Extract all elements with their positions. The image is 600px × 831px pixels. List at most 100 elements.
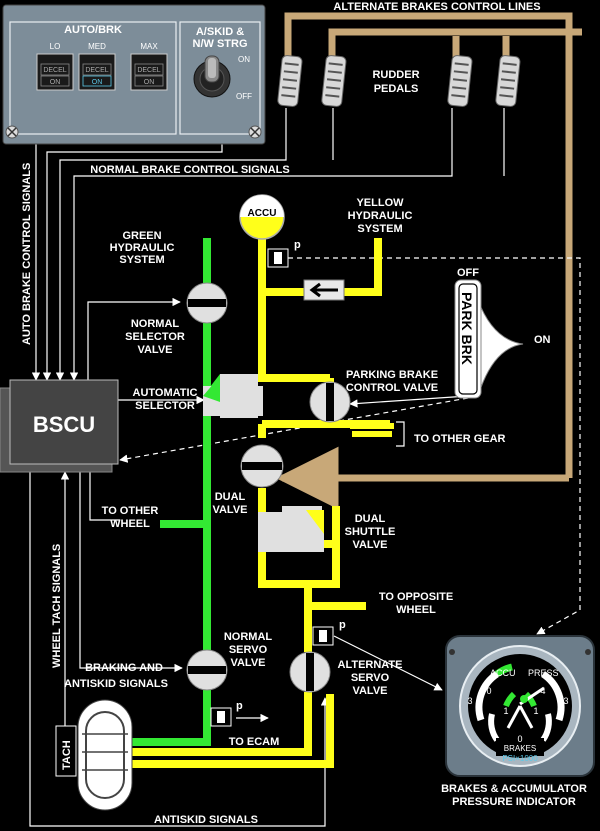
pressure-transducer-1 bbox=[267, 248, 289, 268]
alternate-servo-label-3: VALVE bbox=[352, 685, 387, 697]
antiskid-signals-label: ANTISKID SIGNALS bbox=[154, 814, 258, 826]
normal-servo-label-1: NORMAL bbox=[224, 631, 273, 643]
gauge-scale-3-left: 3 bbox=[467, 696, 472, 706]
green-hyd-label-3: SYSTEM bbox=[119, 254, 164, 266]
alternate-servo-label-1: ALTERNATE bbox=[338, 659, 403, 671]
dual-shuttle-label-2: SHUTTLE bbox=[345, 526, 396, 538]
gauge-accu-label: ACCU bbox=[490, 668, 516, 678]
askid-title-1: A/SKID & bbox=[196, 26, 244, 38]
parking-brake-valve bbox=[309, 381, 351, 423]
gauge-units-label: PSI×1000 bbox=[502, 754, 538, 763]
rudder-pedals-label-2: PEDALS bbox=[374, 83, 419, 95]
lo-label: LO bbox=[50, 42, 61, 51]
wheel-tach-signals-label: WHEEL TACH SIGNALS bbox=[51, 544, 63, 668]
gauge-scale-1-right: 1 bbox=[533, 706, 538, 716]
indicator-caption-1: BRAKES & ACCUMULATOR bbox=[441, 783, 587, 795]
lo-on-text: ON bbox=[50, 79, 61, 86]
pressure-dashed-line bbox=[288, 257, 581, 635]
pressure-transducer-3 bbox=[210, 707, 232, 727]
gauge-scale-0: 0 bbox=[486, 686, 491, 696]
alt-brakes-lines-label: ALTERNATE BRAKES CONTROL LINES bbox=[333, 1, 540, 13]
lo-decel-text: DECEL bbox=[43, 67, 66, 74]
max-button[interactable] bbox=[130, 53, 168, 91]
pressure-p-2: p bbox=[339, 619, 346, 631]
parking-valve-label-2: CONTROL VALVE bbox=[346, 382, 438, 394]
med-on-text: ON bbox=[92, 79, 103, 86]
braking-antiskid-label-2: ANTISKID SIGNALS bbox=[64, 678, 168, 690]
indicator-caption-2: PRESSURE INDICATOR bbox=[452, 796, 576, 808]
auto-selector-green-wedge bbox=[203, 376, 220, 402]
gauge-scale-3-right: 3 bbox=[563, 696, 568, 706]
accu-label: ACCU bbox=[248, 208, 277, 219]
pressure-p-3: p bbox=[236, 700, 243, 712]
signal-wires bbox=[29, 108, 505, 827]
to-opposite-wheel-label-2: WHEEL bbox=[396, 604, 436, 616]
switch-off-label: OFF bbox=[236, 92, 252, 101]
park-dashed-line bbox=[119, 397, 469, 463]
green-hyd-label-1: GREEN bbox=[122, 230, 161, 242]
med-button[interactable] bbox=[78, 53, 116, 91]
automatic-selector-label-1: AUTOMATIC bbox=[133, 387, 198, 399]
dual-shuttle-label-1: DUAL bbox=[355, 513, 386, 525]
tach-sensor bbox=[55, 725, 77, 777]
tach-label: TACH bbox=[61, 740, 73, 770]
pressure-transducer-2 bbox=[312, 626, 334, 646]
yellow-hyd-label-3: SYSTEM bbox=[357, 223, 402, 235]
park-brk-handle[interactable] bbox=[454, 279, 524, 399]
braking-antiskid-label-1: BRAKING AND bbox=[85, 662, 163, 674]
askid-title-2: N/W STRG bbox=[193, 38, 248, 50]
askid-switch[interactable] bbox=[193, 55, 231, 98]
autobrk-title: AUTO/BRK bbox=[64, 24, 122, 36]
accumulator bbox=[239, 194, 285, 240]
automatic-selector-label-2: SELECTOR bbox=[135, 400, 195, 412]
dual-shuttle-valve bbox=[258, 506, 324, 552]
dual-valve-label-2: VALVE bbox=[212, 504, 247, 516]
park-on-label: ON bbox=[534, 334, 551, 346]
gauge-scale-0-bottom: 0 bbox=[517, 734, 522, 744]
to-other-gear-label: TO OTHER GEAR bbox=[414, 433, 506, 445]
bscu-label: BSCU bbox=[33, 412, 95, 437]
park-off-label: OFF bbox=[457, 267, 479, 279]
yellow-hyd-label-1: YELLOW bbox=[356, 197, 404, 209]
bscu-unit bbox=[0, 379, 119, 473]
to-opposite-wheel-label-1: TO OPPOSITE bbox=[379, 591, 453, 603]
normal-servo-label-2: SERVO bbox=[229, 644, 268, 656]
check-valve-arrow-icon bbox=[309, 282, 338, 298]
med-decel-text: DECEL bbox=[85, 67, 108, 74]
park-brk-label: PARK BRK bbox=[459, 292, 475, 365]
max-decel-text: DECEL bbox=[137, 67, 160, 74]
gauge-press-label: PRESS bbox=[528, 668, 559, 678]
pressure-p-1: p bbox=[294, 239, 301, 251]
gauge-brakes-label: BRAKES bbox=[504, 744, 536, 753]
normal-selector-valve bbox=[186, 282, 228, 324]
pedal-left-1 bbox=[277, 55, 303, 107]
lo-button[interactable] bbox=[36, 53, 74, 91]
green-hyd-label-2: HYDRAULIC bbox=[110, 242, 175, 254]
normal-selector-label-2: SELECTOR bbox=[125, 331, 185, 343]
dual-shuttle-label-3: VALVE bbox=[352, 539, 387, 551]
normal-brake-signals-label: NORMAL BRAKE CONTROL SIGNALS bbox=[90, 164, 289, 176]
parking-valve-label-1: PARKING BRAKE bbox=[346, 369, 438, 381]
normal-servo-label-3: VALVE bbox=[230, 657, 265, 669]
normal-selector-label-3: VALVE bbox=[137, 344, 172, 356]
to-other-gear-bracket bbox=[396, 421, 405, 447]
max-label: MAX bbox=[140, 42, 158, 51]
normal-selector-label-1: NORMAL bbox=[131, 318, 180, 330]
wheel bbox=[77, 699, 133, 811]
to-other-wheel-label-1: TO OTHER bbox=[102, 505, 159, 517]
rudder-pedals bbox=[277, 55, 521, 107]
to-ecam-label: TO ECAM bbox=[229, 736, 280, 748]
dual-valve-label-1: DUAL bbox=[215, 491, 246, 503]
pedal-left-2 bbox=[321, 55, 347, 107]
yellow-hyd-label-2: HYDRAULIC bbox=[348, 210, 413, 222]
normal-servo-valve bbox=[186, 649, 228, 691]
gauge-scale-1-left: 1 bbox=[503, 706, 508, 716]
pedal-right-1 bbox=[447, 55, 473, 107]
pedal-right-2 bbox=[495, 55, 521, 107]
max-on-text: ON bbox=[144, 79, 155, 86]
dual-valve bbox=[240, 444, 284, 488]
gauge-scale-4: 4 bbox=[540, 686, 545, 696]
alternate-servo-label-2: SERVO bbox=[351, 672, 390, 684]
to-other-wheel-label-2: WHEEL bbox=[110, 518, 150, 530]
